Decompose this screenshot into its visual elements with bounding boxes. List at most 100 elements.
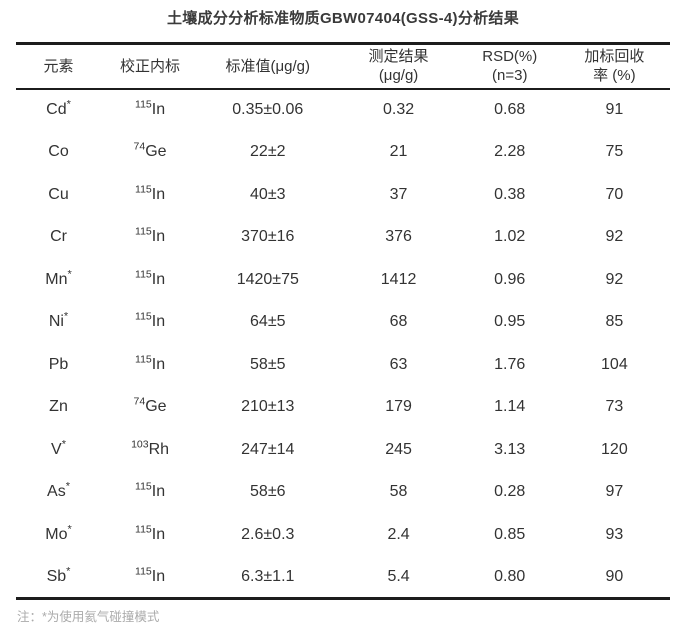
isotope-mass: 115 (135, 480, 152, 493)
isotope-mass: 115 (135, 225, 152, 238)
cell-measured-result: 21 (389, 143, 408, 161)
cell-internal-standard: 115In (135, 565, 166, 585)
column-header-line: (μg/g) (378, 67, 419, 85)
cell-internal-standard: 115In (135, 480, 166, 501)
cell-measured-result: 0.32 (382, 101, 415, 119)
cell-rsd: 2.28 (494, 143, 526, 161)
table-row: Cu 115In 40±3 37 0.38 70 (16, 174, 670, 217)
column-header-line: 元素 (43, 57, 74, 75)
analysis-results-table: 元素 校正内标 标准值(μg/g) 测定结果 (μg/g) RSD(%) (n=3) 加标回收… (16, 42, 670, 600)
cell-recovery: 85 (605, 313, 624, 331)
cell-measured-result: 1412 (380, 270, 417, 288)
cell-rsd: 0.68 (494, 101, 526, 119)
cell-measured-result: 63 (389, 355, 408, 373)
table-row: Ni* 115In 64±5 68 0.95 85 (16, 301, 670, 344)
column-header-line: RSD(%) (482, 48, 538, 66)
collision-mode-marker: * (66, 565, 71, 578)
cell-rsd: 1.76 (494, 355, 526, 373)
cell-measured-result: 376 (385, 228, 412, 246)
cell-standard-value: 370±16 (241, 228, 295, 246)
column-header-line: 率 (%) (593, 67, 636, 85)
isotope-mass: 115 (135, 565, 152, 578)
isotope-mass: 115 (135, 268, 152, 281)
cell-rsd: 0.28 (494, 483, 526, 501)
table-header: 元素 校正内标 标准值(μg/g) 测定结果 (μg/g) RSD(%) (n=3) 加标回收… (16, 44, 670, 89)
cell-element: Ni* (48, 310, 69, 331)
collision-mode-marker: * (67, 268, 72, 281)
collision-mode-marker: * (66, 98, 71, 111)
column-header-4: 测定结果 (μg/g) (336, 44, 460, 89)
cell-rsd: 0.85 (494, 525, 526, 543)
cell-element: Zn (49, 398, 68, 416)
cell-recovery: 97 (605, 483, 624, 501)
cell-element: Sb* (46, 565, 71, 585)
cell-element: Cr (50, 228, 67, 246)
table-row: Mn* 115In 1420±75 1412 0.96 92 (16, 259, 670, 302)
cell-recovery: 92 (605, 270, 624, 288)
table-row: Cr 115In 370±16 376 1.02 92 (16, 216, 670, 259)
cell-element: Mn* (45, 268, 72, 288)
cell-internal-standard: 115In (135, 310, 166, 331)
column-header-line: 加标回收 (584, 48, 645, 66)
cell-standard-value: 64±5 (250, 313, 286, 331)
cell-internal-standard: 74Ge (133, 395, 167, 416)
cell-measured-result: 5.4 (387, 567, 410, 585)
cell-element: As* (47, 480, 70, 501)
column-header-2: 校正内标 (101, 44, 199, 89)
cell-internal-standard: 74Ge (133, 140, 167, 161)
cell-standard-value: 0.35±0.06 (232, 101, 304, 119)
cell-standard-value: 40±3 (250, 185, 286, 203)
cell-standard-value: 247±14 (241, 440, 295, 458)
table-body: Cd* 115In 0.35±0.06 0.32 0.68 91 Co 74Ge 22±2 21 2… (16, 89, 670, 599)
cell-measured-result: 2.4 (387, 525, 410, 543)
cell-measured-result: 245 (385, 440, 412, 458)
cell-internal-standard: 115In (135, 98, 166, 119)
column-header-line: 标准值(μg/g) (225, 57, 311, 75)
isotope-mass: 103 (131, 438, 149, 451)
table-title: 土壤成分分析标准物质GBW07404(GSS-4)分析结果 (166, 10, 520, 27)
table-row: V* 103Rh 247±14 245 3.13 120 (16, 429, 670, 472)
column-header-line: (n=3) (492, 67, 528, 85)
cell-recovery: 120 (601, 440, 628, 458)
column-header-line: 校正内标 (120, 57, 181, 75)
isotope-mass: 115 (135, 353, 152, 366)
cell-recovery: 73 (605, 398, 624, 416)
cell-recovery: 75 (605, 143, 624, 161)
cell-element: Mo* (45, 523, 72, 543)
column-header-line: 测定结果 (368, 48, 429, 66)
cell-rsd: 0.80 (494, 567, 526, 585)
cell-rsd: 1.14 (494, 398, 526, 416)
cell-rsd: 0.95 (494, 313, 526, 331)
isotope-mass: 115 (135, 523, 152, 536)
cell-rsd: 0.96 (494, 270, 526, 288)
column-header-3: 标准值(μg/g) (199, 44, 336, 89)
cell-standard-value: 2.6±0.3 (241, 525, 295, 543)
column-header-6: 加标回收率 (%) (559, 44, 670, 89)
cell-recovery: 91 (605, 101, 624, 119)
cell-rsd: 1.02 (494, 228, 526, 246)
cell-recovery: 70 (605, 185, 624, 203)
cell-standard-value: 1420±75 (236, 270, 299, 288)
isotope-mass: 74 (133, 395, 146, 408)
table-row: Co 74Ge 22±2 21 2.28 75 (16, 131, 670, 174)
table-row: As* 115In 58±6 58 0.28 97 (16, 471, 670, 514)
cell-recovery: 90 (605, 567, 624, 585)
cell-internal-standard: 115In (135, 523, 166, 543)
isotope-mass: 74 (133, 140, 146, 153)
table-row: Cd* 115In 0.35±0.06 0.32 0.68 91 (16, 89, 670, 132)
cell-element: Pb (48, 355, 69, 373)
footnote: 注：*为使用氦气碰撞模式 (17, 610, 160, 624)
isotope-mass: 115 (135, 310, 152, 323)
cell-rsd: 0.38 (494, 185, 526, 203)
cell-recovery: 92 (605, 228, 624, 246)
collision-mode-marker: * (63, 310, 69, 323)
column-header-1: 元素 (16, 44, 101, 89)
table-row: Mo* 115In 2.6±0.3 2.4 0.85 93 (16, 514, 670, 557)
cell-standard-value: 210±13 (241, 398, 295, 416)
header-row: 元素 校正内标 标准值(μg/g) 测定结果 (μg/g) RSD(%) (n=3) 加标回收… (16, 44, 670, 89)
cell-standard-value: 22±2 (250, 143, 286, 161)
collision-mode-marker: * (65, 480, 70, 493)
table-row: Pb 115In 58±5 63 1.76 104 (16, 344, 670, 387)
cell-standard-value: 6.3±1.1 (241, 567, 295, 585)
